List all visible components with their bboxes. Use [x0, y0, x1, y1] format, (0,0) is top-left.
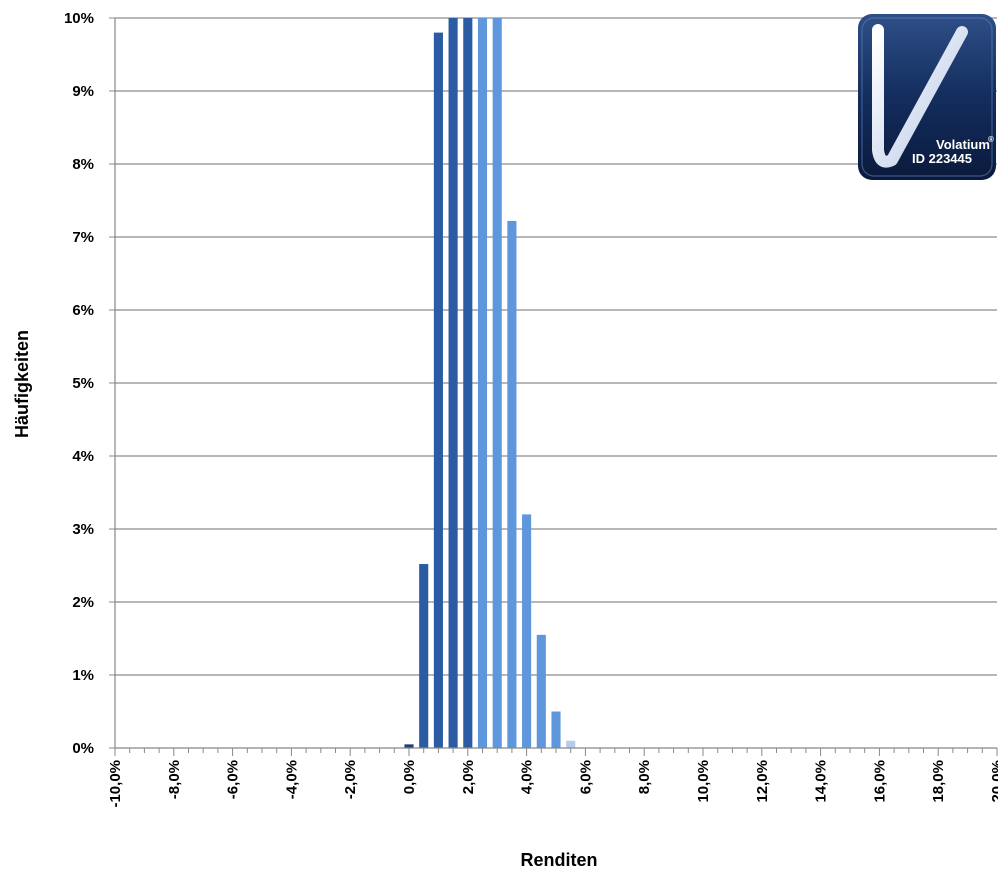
y-tick-label: 8% — [72, 156, 94, 173]
histogram-bar — [433, 32, 443, 749]
x-tick-label: 20,0% — [989, 760, 998, 803]
y-axis-title: Häufigkeiten — [12, 330, 32, 438]
histogram-bar — [507, 220, 517, 748]
y-tick-labels: 0% 1% 2% 3% 4% 5% 6% 7% 8% 9% 10% — [64, 10, 94, 757]
y-tick-label: 4% — [72, 448, 94, 465]
histogram-bar — [536, 634, 546, 748]
histogram-bar — [522, 514, 532, 748]
y-tick-label: 6% — [72, 302, 94, 319]
y-tick-label: 1% — [72, 667, 94, 684]
gridlines — [115, 17, 997, 676]
x-tick-label: 2,0% — [460, 760, 477, 794]
y-tick-label: 10% — [64, 10, 94, 27]
y-tick-label: 0% — [72, 740, 94, 757]
y-tick-label: 9% — [72, 83, 94, 100]
x-tick-label: 8,0% — [636, 760, 653, 794]
x-tick-label: -2,0% — [342, 760, 359, 799]
x-axis-title: Renditen — [520, 850, 597, 870]
histogram-bar — [419, 564, 429, 748]
histogram-bar — [551, 711, 561, 748]
x-tick-label: -10,0% — [107, 760, 124, 808]
badge-registered-mark: ® — [988, 135, 994, 144]
x-tick-label: 10,0% — [695, 760, 712, 803]
y-tick-label: 2% — [72, 594, 94, 611]
x-tick-label: 0,0% — [401, 760, 418, 794]
x-tick-label: 12,0% — [754, 760, 771, 803]
bars — [404, 18, 576, 749]
y-tick-label: 7% — [72, 229, 94, 246]
volatium-logo-badge: Volatium ® ID 223445 — [858, 14, 996, 180]
histogram-bar — [492, 18, 502, 748]
histogram-bar — [404, 744, 414, 748]
x-tick-label: -8,0% — [166, 760, 183, 799]
badge-id: ID 223445 — [912, 151, 972, 166]
badge-brand: Volatium — [936, 137, 990, 152]
histogram-bar — [477, 18, 488, 748]
y-tick-label: 3% — [72, 521, 94, 538]
axes — [109, 17, 998, 756]
histogram-bar — [566, 740, 576, 748]
x-tick-label: 18,0% — [930, 760, 947, 803]
x-tick-label: 4,0% — [519, 760, 536, 794]
x-tick-label: -6,0% — [225, 760, 242, 799]
x-tick-label: 14,0% — [813, 760, 830, 803]
x-tick-label: -4,0% — [283, 760, 300, 799]
v-mark-icon — [872, 24, 968, 168]
x-tick-labels: -10,0% -8,0% -6,0% -4,0% -2,0% 0,0% 2,0% 4,0% 6,… — [107, 760, 998, 808]
x-tick-label: 16,0% — [871, 760, 888, 803]
y-tick-label: 5% — [72, 375, 94, 392]
x-tick-label: 6,0% — [577, 760, 594, 794]
histogram-bar — [448, 18, 458, 748]
histogram-bar — [463, 18, 473, 748]
